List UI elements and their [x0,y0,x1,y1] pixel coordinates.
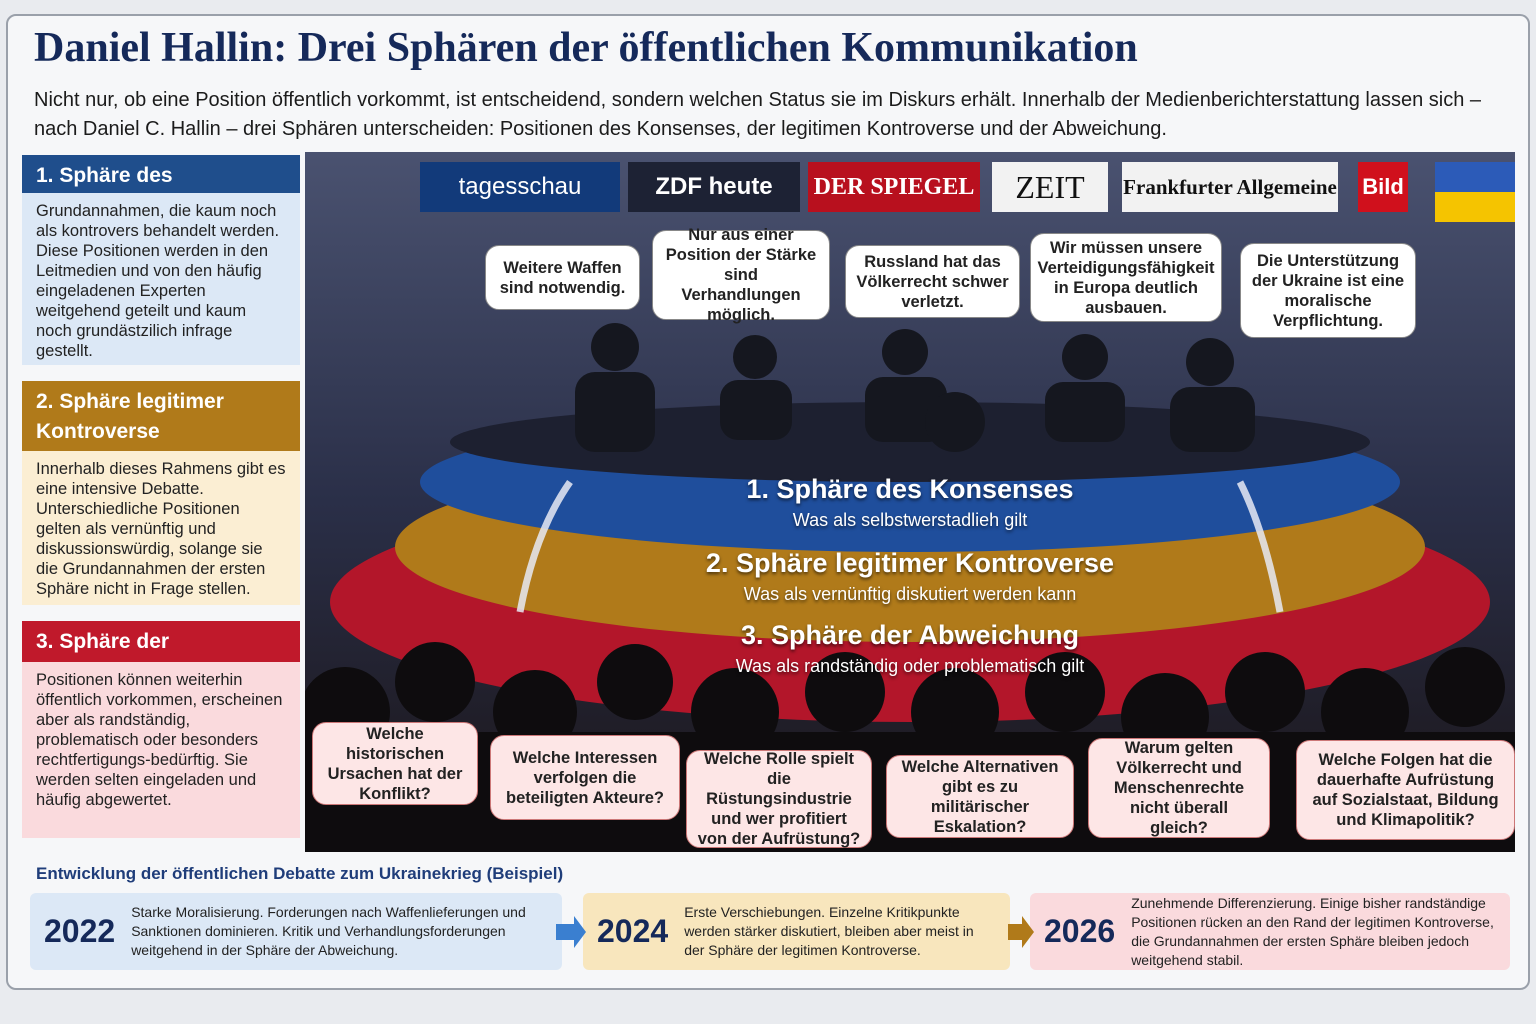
thought-bubble: Welche Folgen hat die dauerhafte Aufrüst… [1296,740,1515,840]
speech-bubble: Die Unterstützung der Ukraine ist eine m… [1240,243,1416,338]
sphere-text: Positionen können weiterhin öffentlich v… [22,662,300,838]
timeline-item: 2026 Zunehmende Differenzierung. Einige … [1030,893,1510,970]
ring-subtitle: Was als selbstwerstadlieh gilt [792,510,1028,530]
speech-bubble: Wir müssen unsere Verteidigungsfähigkeit… [1030,233,1222,322]
speech-bubble: Russland hat das Völkerrecht schwer verl… [845,245,1020,318]
timeline-item: 2024 Erste Verschiebungen. Einzelne Krit… [583,893,1010,970]
timeline-text: Starke Moralisierung. Forderungen nach W… [131,904,526,958]
timeline-heading: Entwicklung der öffentlichen Debatte zum… [36,864,564,883]
sphere-text: Innerhalb dieses Rahmens gibt es eine in… [22,451,300,605]
panelists [575,323,1255,452]
flag [1435,162,1515,192]
arrow [556,916,586,948]
arrow [1008,916,1034,948]
timeline-year: 2026 [1044,913,1116,949]
thought-bubble: Welche Alternativen gibt es zu militäris… [886,755,1074,838]
speech-bubble: Nur aus einer Position der Stärke sind V… [652,226,830,324]
timeline-text: Erste Verschiebungen. Einzelne Kritikpun… [684,904,974,958]
timeline-year: 2022 [44,913,116,949]
timeline-text: Zunehmende Differenzierung. Einige bishe… [1131,894,1494,968]
media-logo: DER SPIEGEL [808,162,980,212]
timeline-item: 2022 Starke Moralisierung. Forderungen n… [30,893,562,970]
timeline-year: 2024 [597,913,669,949]
title: Daniel Hallin: Drei Sphären der öffentli… [34,25,1138,71]
ring-subtitle: Was als vernünftig diskutiert werden kan… [743,584,1077,604]
arrows [516,479,1284,613]
thought-bubble: Welche Interessen verfolgen die beteilig… [490,735,680,820]
ring-subtitle: Was als randständig oder problematisch g… [735,656,1085,676]
thought-bubble: Welche Rolle spielt die Rüstungsindustri… [686,750,872,848]
media-logo: Frankfurter Allgemeine [1122,162,1338,212]
thought-bubble: Warum gelten Völkerrecht und Menschenrec… [1088,738,1270,838]
ring-title: 2. Sphäre legitimer Kontroverse [705,548,1115,578]
intro: Nicht nur, ob eine Position öffentlich v… [34,89,1482,140]
media-logo: ZDF heute [628,162,800,212]
media-logo: Bild [1358,162,1408,212]
sphere-text: Grundannahmen, die kaum noch als kontrov… [22,193,300,365]
ring-title: 1. Sphäre des Konsenses [746,474,1074,504]
timeline-arrows [556,916,1034,948]
ring-title: 3. Sphäre der Abweichung [740,620,1080,650]
media-logo: tagesschau [420,162,620,212]
media-logo: ZEIT [992,162,1108,212]
sphere-title: 2. Sphäre legitimer Kontroverse [22,381,300,453]
speech-bubble: Weitere Waffen sind notwendig. [485,245,640,310]
thought-bubble: Welche historischen Ursachen hat der Kon… [312,722,478,805]
